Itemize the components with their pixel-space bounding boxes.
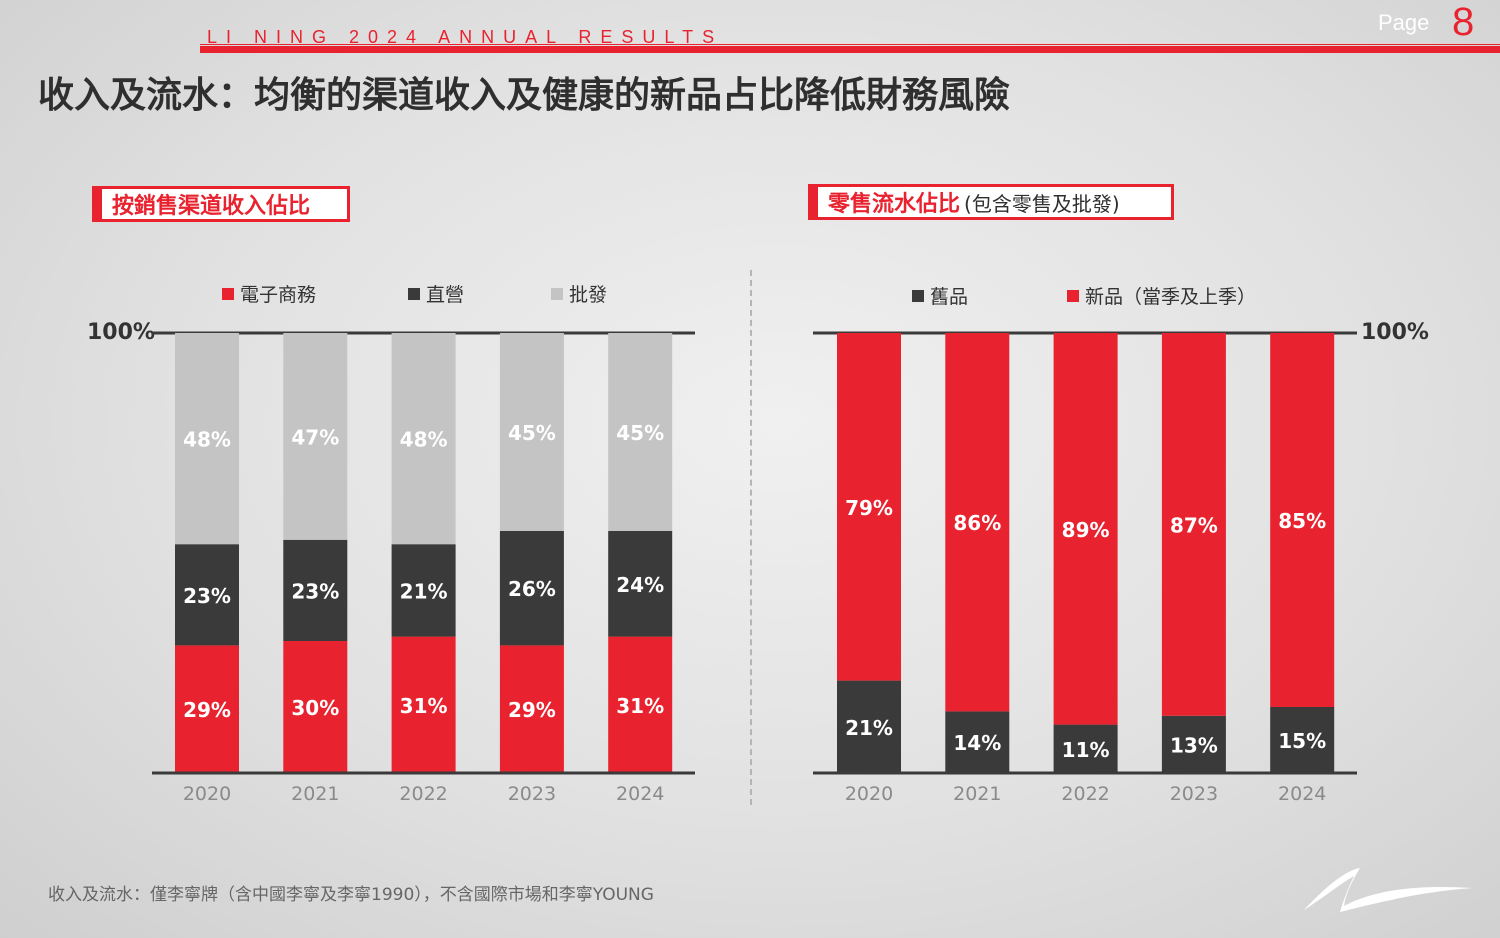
legend-swatch-wholesale — [551, 287, 563, 300]
header-red-bar — [200, 46, 1500, 53]
retail-bar-2024-series-1 — [1270, 333, 1335, 707]
channel-data-label-2021-series-0: 30% — [291, 696, 339, 720]
panel-divider — [750, 270, 752, 805]
retail-bar-2024-series-0 — [1270, 707, 1335, 773]
footnote: 收入及流水：僅李寧牌（含中國李寧及李寧1990），不含國際市場和李寧YOUNG — [48, 885, 654, 905]
legend-label-ecommerce: 電子商務 — [240, 284, 317, 306]
channel-data-label-2022-series-0: 31% — [400, 694, 448, 718]
left-section-title: 按銷售渠道收入佔比 — [112, 194, 311, 219]
channel-bar-2022-series-2 — [391, 333, 456, 545]
retail-bar-2022-series-0 — [1053, 724, 1118, 773]
right-section-title: 零售流水佔比 — [828, 192, 961, 217]
channel-data-label-2024-series-2: 45% — [616, 421, 664, 445]
retail-data-label-2021-series-0: 14% — [953, 731, 1001, 755]
channel-data-label-2024-series-1: 24% — [616, 573, 664, 597]
header-line — [200, 44, 1500, 45]
legend-swatch-old-products — [912, 289, 924, 302]
channel-data-label-2021-series-2: 47% — [291, 425, 339, 449]
legend-item-ecommerce: 電子商務 — [222, 280, 316, 307]
channel-bar-2023-series-0 — [499, 645, 564, 773]
retail-data-label-2024-series-1: 85% — [1278, 509, 1326, 533]
retail-data-label-2022-series-1: 89% — [1062, 518, 1110, 542]
retail-tick-label-2023: 2023 — [1170, 783, 1218, 805]
retail-tick-label-2020: 2020 — [845, 783, 893, 805]
page-label: Page — [1378, 10, 1430, 35]
channel-data-label-2024-series-0: 31% — [616, 694, 664, 718]
channel-bar-2020-series-0 — [175, 645, 239, 773]
channel-data-label-2023-series-1: 26% — [508, 577, 556, 601]
legend-item-new-products: 新品（當季及上季） — [1067, 282, 1256, 309]
retail-tick-label-2022: 2022 — [1061, 783, 1109, 805]
channel-bar-2020-series-1 — [175, 544, 239, 646]
channel-data-label-2023-series-2: 45% — [508, 421, 556, 445]
channel-tick-label-2021: 2021 — [291, 783, 339, 805]
retail-data-label-2024-series-0: 15% — [1278, 729, 1326, 753]
retail-data-label-2023-series-1: 87% — [1170, 513, 1218, 537]
channel-bar-2020-series-2 — [175, 333, 239, 545]
retail-bar-2022-series-1 — [1053, 333, 1118, 725]
retail-data-label-2022-series-0: 11% — [1062, 738, 1110, 762]
report-tagline: LI NING 2024 ANNUAL RESULTS — [207, 27, 724, 47]
legend-swatch-ecommerce — [222, 287, 234, 300]
legend-label-old-products: 舊品 — [930, 286, 969, 308]
li-ning-logo — [1304, 868, 1472, 912]
legend-item-direct: 直營 — [408, 280, 464, 307]
left-100-label: 100% — [87, 320, 155, 345]
channel-tick-label-2023: 2023 — [508, 783, 556, 805]
channel-bar-2021-series-2 — [283, 333, 348, 540]
retail-tick-label-2024: 2024 — [1278, 783, 1326, 805]
retail-data-label-2021-series-1: 86% — [953, 511, 1001, 535]
retail-bar-2020-series-0 — [837, 680, 901, 773]
channel-tick-label-2020: 2020 — [183, 783, 231, 805]
retail-data-label-2020-series-1: 79% — [845, 496, 893, 520]
legend-label-direct: 直營 — [426, 284, 465, 306]
channel-data-label-2020-series-0: 29% — [183, 698, 231, 722]
channel-bar-2023-series-2 — [499, 333, 564, 531]
channel-bar-2024-series-2 — [608, 333, 673, 531]
legend-swatch-direct — [408, 287, 420, 300]
retail-bar-2023-series-1 — [1161, 333, 1226, 716]
retail-bar-2020-series-1 — [837, 333, 901, 681]
page-title: 收入及流水：均衡的渠道收入及健康的新品占比降低財務風險 — [38, 75, 1011, 116]
legend-swatch-new-products — [1067, 289, 1079, 302]
channel-data-label-2022-series-2: 48% — [400, 428, 448, 452]
retail-data-label-2020-series-0: 21% — [845, 716, 893, 740]
legend-label-wholesale: 批發 — [569, 284, 608, 306]
channel-bar-2021-series-1 — [283, 539, 348, 641]
channel-bar-2024-series-1 — [608, 531, 673, 637]
channel-data-label-2021-series-1: 23% — [291, 579, 339, 603]
channel-data-label-2020-series-2: 48% — [183, 428, 231, 452]
legend-item-wholesale: 批發 — [551, 280, 607, 307]
legend-label-new-products: 新品（當季及上季） — [1085, 286, 1257, 308]
retail-bar-2023-series-0 — [1161, 715, 1226, 773]
channel-data-label-2023-series-0: 29% — [508, 698, 556, 722]
right-section-subtitle: (包含零售及批發) — [964, 191, 1120, 216]
right-100-label: 100% — [1361, 320, 1429, 345]
retail-bar-2021-series-1 — [945, 333, 1010, 712]
channel-data-label-2020-series-1: 23% — [183, 584, 231, 608]
retail-bar-2021-series-0 — [945, 711, 1010, 773]
channel-tick-label-2024: 2024 — [616, 783, 664, 805]
channel-bar-2024-series-0 — [608, 636, 673, 773]
left-section-box: 按銷售渠道收入佔比 — [92, 186, 350, 222]
right-section-box: 零售流水佔比 (包含零售及批發) — [808, 184, 1174, 220]
channel-bar-2021-series-0 — [283, 641, 348, 773]
channel-data-label-2022-series-1: 21% — [400, 579, 448, 603]
retail-tick-label-2021: 2021 — [953, 783, 1001, 805]
channel-bar-2023-series-1 — [499, 531, 564, 646]
page-number: 8 — [1452, 0, 1475, 44]
channel-bar-2022-series-1 — [391, 544, 456, 637]
channel-tick-label-2022: 2022 — [399, 783, 447, 805]
retail-data-label-2023-series-0: 13% — [1170, 733, 1218, 757]
channel-bar-2022-series-0 — [391, 636, 456, 773]
legend-item-old-products: 舊品 — [912, 282, 968, 309]
